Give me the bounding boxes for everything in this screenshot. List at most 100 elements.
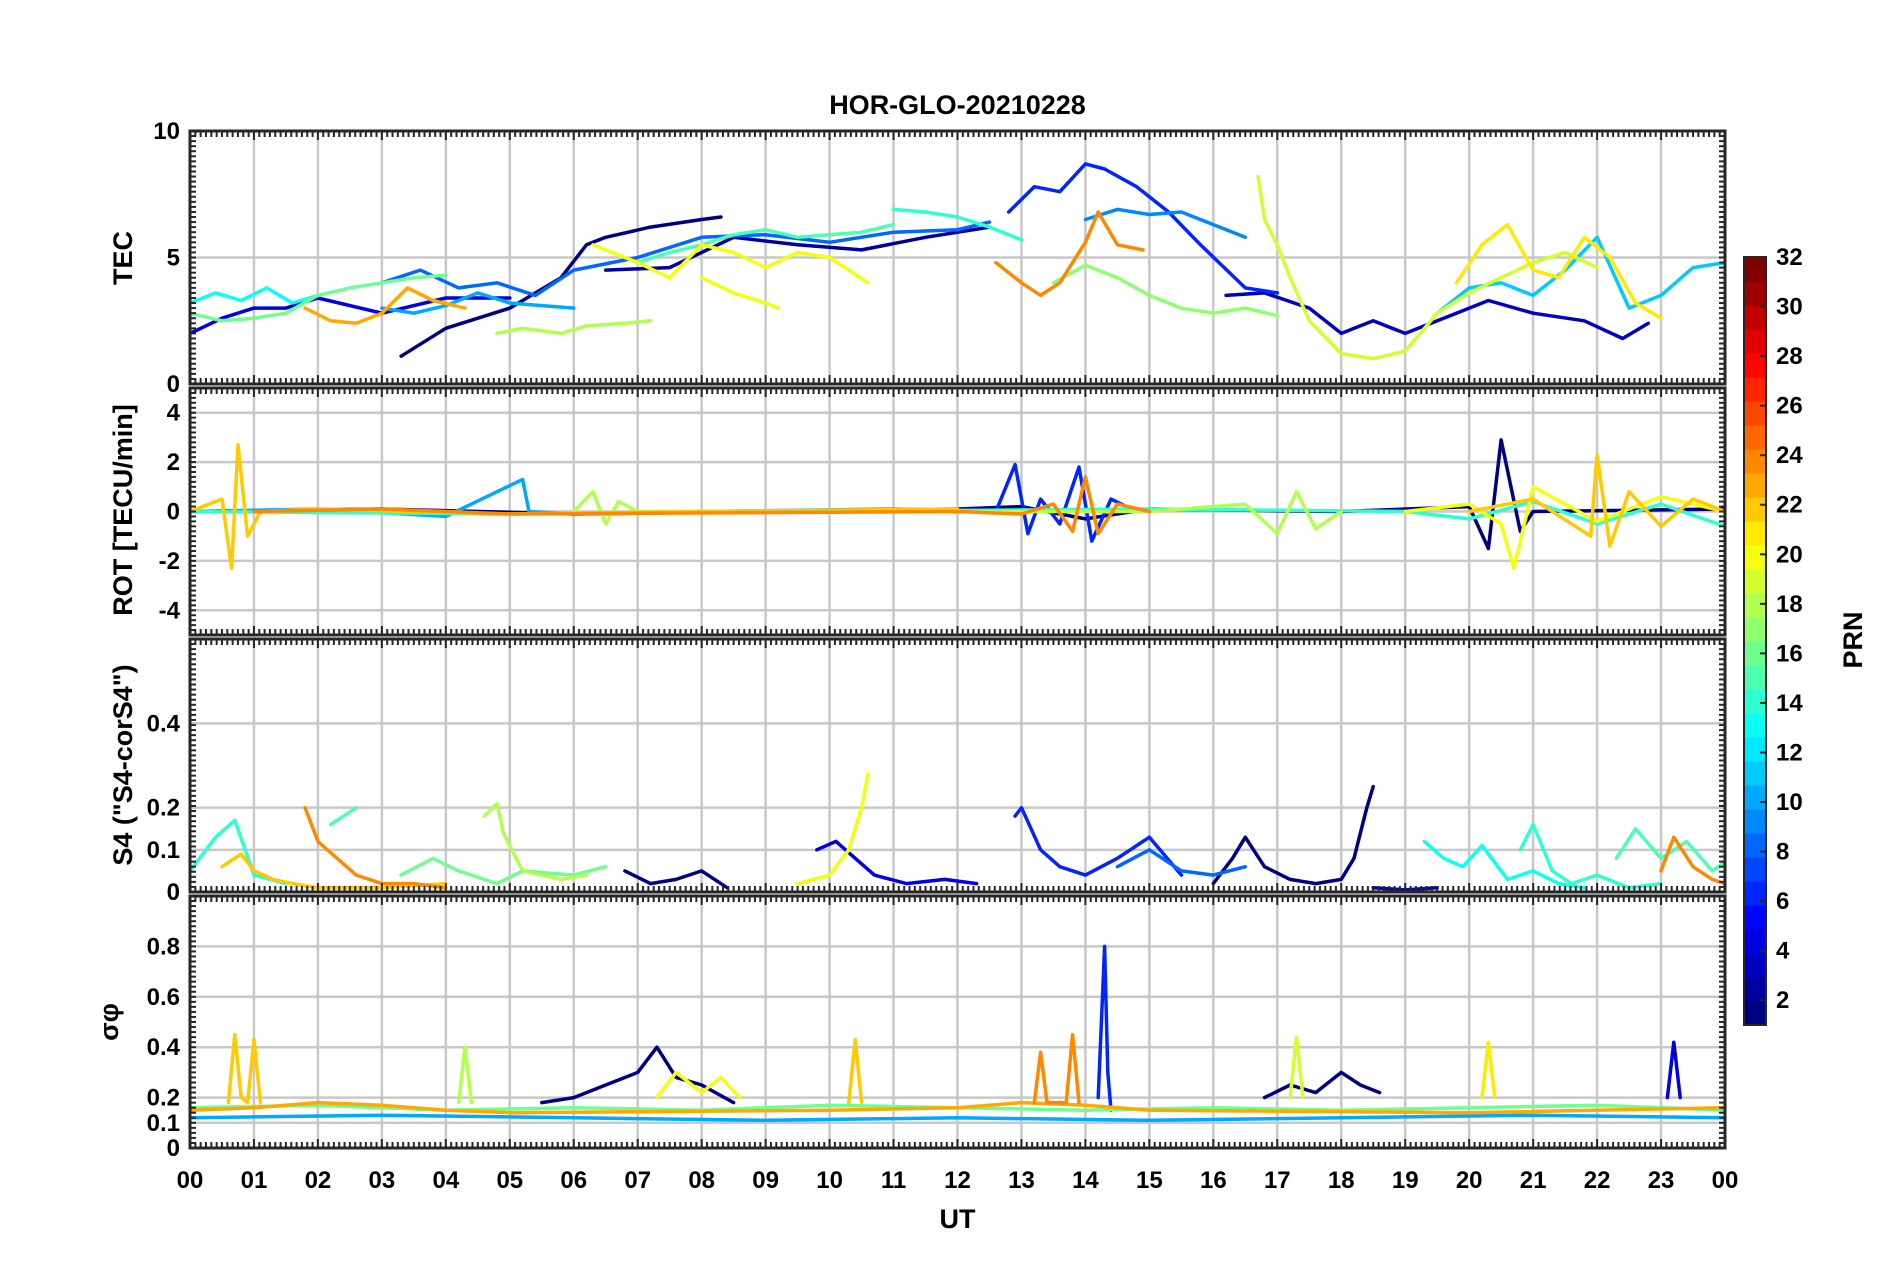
x-tick-label: 19 <box>1392 1167 1419 1194</box>
grid <box>190 896 1725 1148</box>
y-tick-label: 0.8 <box>147 933 180 960</box>
series-line-prn-15 <box>635 222 896 265</box>
series-line-prn-8 <box>380 220 992 298</box>
series-line-prn-20 <box>795 772 870 886</box>
x-tick-label: 23 <box>1648 1167 1675 1194</box>
minor-ticks <box>189 895 1726 1149</box>
series-line-prn-6 <box>1013 805 1184 877</box>
colorbar-segment <box>1744 881 1766 906</box>
y-tick-label: 0.1 <box>147 1110 180 1137</box>
colorbar-tick-label: 18 <box>1776 591 1803 618</box>
y-tick-label: 0 <box>167 499 180 526</box>
series-line-prn-24 <box>1032 1032 1081 1105</box>
series-line-prn-16 <box>399 856 608 886</box>
x-axis-label: UT <box>940 1204 976 1234</box>
colorbar-segment <box>1744 281 1766 306</box>
x-tick-label: 13 <box>1008 1167 1035 1194</box>
y-tick-label: 0.2 <box>147 795 180 822</box>
y-tick-label: 5 <box>167 245 180 272</box>
colorbar-segment <box>1744 473 1766 498</box>
series-line-prn-20 <box>655 1070 742 1100</box>
colorbar-segment <box>1744 425 1766 450</box>
series-line-prn-16 <box>190 273 448 323</box>
colorbar-tick-label: 4 <box>1776 938 1790 965</box>
x-tick-label: 12 <box>944 1167 971 1194</box>
x-tick-label: 16 <box>1200 1167 1227 1194</box>
colorbar-segment <box>1744 401 1766 426</box>
colorbar-label: PRN <box>1838 611 1868 668</box>
y-tick-label: 4 <box>167 400 181 427</box>
x-tick-label: 22 <box>1584 1167 1611 1194</box>
series-line-prn-20 <box>1403 485 1725 571</box>
y-axis-label-sigma_phi: σφ <box>94 1003 124 1041</box>
series-line-prn-19 <box>1288 1035 1305 1100</box>
panel-rot: -4 -2 0 2 4 ROT [TECU/min] <box>108 386 1727 637</box>
series-line-prn-13 <box>190 286 320 305</box>
series-line-prn-8 <box>1115 848 1248 877</box>
colorbar-tick-label: 28 <box>1776 343 1803 370</box>
series-line-prn-22 <box>847 1037 864 1105</box>
x-tick-label: 01 <box>241 1167 268 1194</box>
colorbar-tick-label: 24 <box>1776 442 1803 469</box>
colorbar-segment <box>1744 305 1766 330</box>
series-group <box>190 438 1725 571</box>
y-tick-label: 10 <box>153 118 180 145</box>
colorbar-segment <box>1744 617 1766 642</box>
series-line-prn-2 <box>603 225 992 272</box>
colorbar-segment <box>1744 353 1766 378</box>
series-line-prn-1 <box>1262 1070 1382 1100</box>
colorbar-segment <box>1744 569 1766 594</box>
y-tick-label: 0.4 <box>147 1034 181 1061</box>
colorbar-segment <box>1744 953 1766 978</box>
colorbar-segment <box>1744 857 1766 882</box>
series-line-prn-21 <box>1454 222 1663 320</box>
series-line-prn-19 <box>1256 174 1599 361</box>
grid <box>190 639 1725 892</box>
colorbar-tick-label: 8 <box>1776 839 1789 866</box>
colorbar-segment <box>1744 545 1766 570</box>
colorbar-tick-label: 14 <box>1776 690 1803 717</box>
y-tick-label: -4 <box>159 597 181 624</box>
series-line-prn-1 <box>399 215 723 358</box>
colorbar-tick-label: 26 <box>1776 393 1803 420</box>
y-tick-label: -2 <box>159 548 180 575</box>
x-tick-label: 00 <box>1712 1167 1739 1194</box>
series-line-prn-23 <box>190 1100 1725 1115</box>
series-line-prn-18 <box>495 319 653 336</box>
x-tick-label: 18 <box>1328 1167 1355 1194</box>
y-tick-label: 2 <box>167 449 180 476</box>
y-axis-label-tec: TEC <box>108 231 138 285</box>
series-line-prn-14 <box>891 207 1024 242</box>
colorbar-border <box>1743 256 1767 1026</box>
series-line-prn-20 <box>699 275 781 310</box>
y-tick-label: 0 <box>167 1135 180 1162</box>
series-line-prn-17 <box>1051 263 1280 318</box>
x-tick-label: 10 <box>816 1167 843 1194</box>
series-line-prn-24 <box>252 475 1152 536</box>
colorbar-segment <box>1744 1001 1766 1026</box>
series-line-prn-9 <box>1083 207 1248 240</box>
colorbar-tick-label: 16 <box>1776 640 1803 667</box>
x-tick-label: 03 <box>369 1167 396 1194</box>
colorbar-segment <box>1744 593 1766 618</box>
colorbar-tick-label: 20 <box>1776 541 1803 568</box>
panel-sigma_phi: 00.10.2 0.4 0.6 0.8 σφ <box>94 894 1727 1162</box>
colorbar-segment <box>1744 785 1766 810</box>
series-line-prn-24 <box>994 210 1145 298</box>
panel-s4: 0 0.1 0.2 0.4 S4 ("S4-corS4") <box>108 637 1727 906</box>
series-line-prn-10 <box>380 291 576 315</box>
panel-tec: 0 5 10 TEC <box>108 118 1727 398</box>
chart-title: HOR-GLO-20210228 <box>829 90 1086 120</box>
x-tick-label: 02 <box>305 1167 332 1194</box>
y-tick-label: 0 <box>167 879 180 906</box>
colorbar-tick-label: 2 <box>1776 987 1789 1014</box>
colorbar-tick-label: 10 <box>1776 789 1803 816</box>
colorbar-segment <box>1744 521 1766 546</box>
colorbar-segment <box>1744 377 1766 402</box>
colorbar-segment <box>1744 929 1766 954</box>
x-tick-label: 06 <box>560 1167 587 1194</box>
colorbar-segment <box>1744 497 1766 522</box>
series-line-prn-15 <box>328 805 359 827</box>
